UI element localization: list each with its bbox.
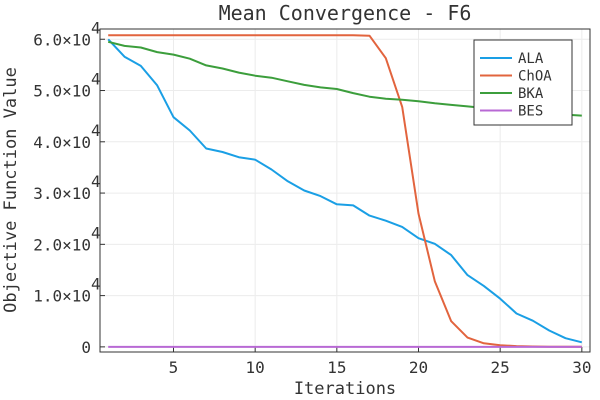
y-tick-label-exponent: 4: [91, 172, 101, 191]
chart-title: Mean Convergence - F6: [219, 1, 472, 25]
y-tick-label-base: 3.0×10: [33, 184, 91, 203]
x-tick-label: 15: [327, 358, 346, 377]
y-tick-label: 0: [81, 338, 91, 357]
y-tick-label-base: 5.0×10: [33, 82, 91, 101]
x-tick-label: 20: [409, 358, 428, 377]
series-line-ala: [107, 38, 583, 344]
y-tick-label-base: 1.0×10: [33, 287, 91, 306]
y-tick-label: 6.0×104: [33, 18, 100, 49]
y-tick-label-base: 0: [81, 338, 91, 357]
plot-frame: [99, 28, 591, 353]
y-tick-label-exponent: 4: [91, 18, 101, 37]
legend-item-bes: BES: [480, 104, 543, 120]
legend-item-choa: ChOA: [480, 69, 552, 85]
y-tick-label-base: 6.0×10: [33, 30, 91, 49]
x-tick-label: 30: [572, 358, 591, 377]
y-tick-label: 1.0×104: [33, 275, 100, 306]
y-tick-label-base: 2.0×10: [33, 235, 91, 254]
legend-label: BKA: [518, 86, 544, 102]
y-tick-label: 4.0×104: [33, 121, 100, 152]
legend-item-ala: ALA: [480, 51, 544, 67]
y-tick-label: 5.0×104: [33, 70, 100, 101]
x-tick-label: 10: [246, 358, 265, 377]
y-axis-label: Objective Function Value: [1, 67, 21, 313]
y-tick-label-exponent: 4: [91, 275, 101, 294]
y-tick-label-exponent: 4: [91, 121, 101, 140]
legend-label: BES: [518, 104, 543, 120]
legend-label: ChOA: [518, 69, 552, 85]
y-tick-label: 2.0×104: [33, 223, 100, 254]
series-line-choa: [108, 34, 582, 348]
y-tick-label-base: 4.0×10: [33, 133, 91, 152]
x-tick-label: 5: [169, 358, 179, 377]
axis-ticks: 5 10 15 20 25 3001.0×1042.0×1043.0×1044.0×104…: [33, 18, 591, 377]
y-tick-label: 3.0×104: [33, 172, 100, 203]
legend-label: ALA: [518, 51, 544, 67]
y-tick-label-exponent: 4: [91, 223, 101, 242]
x-tick-label: 25: [491, 358, 510, 377]
legend-item-bka: BKA: [480, 86, 544, 102]
grid: [100, 29, 590, 352]
x-axis-label: Iterations: [294, 379, 396, 399]
y-tick-label-exponent: 4: [91, 70, 101, 89]
